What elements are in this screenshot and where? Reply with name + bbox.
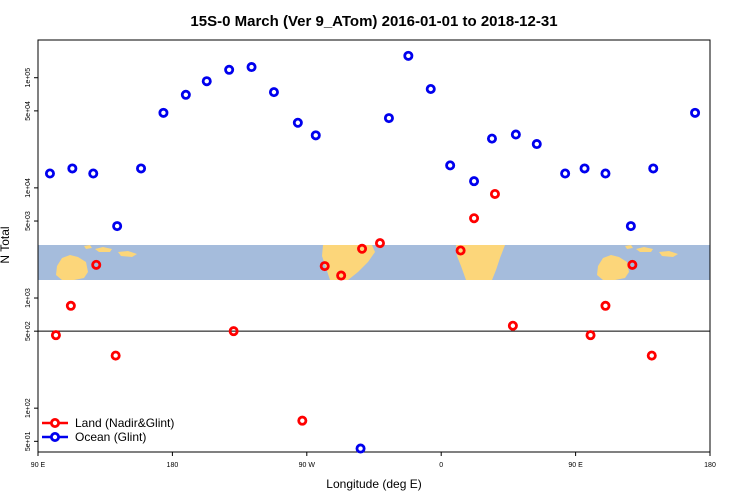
ocean-data-point [690, 107, 701, 118]
y-tick-label: 5e+04 [25, 101, 32, 121]
land-data-point [50, 330, 61, 341]
ocean-data-point [510, 129, 521, 140]
ocean-data-point [224, 64, 235, 75]
ocean-data-point [625, 221, 636, 232]
ocean-data-point [44, 168, 55, 179]
y-tick-label: 5e+02 [25, 321, 32, 341]
map-land-africa [456, 245, 505, 280]
land-data-point [91, 259, 102, 270]
land-data-point [374, 238, 385, 249]
ocean-data-point [469, 176, 480, 187]
legend-label: Ocean (Glint) [75, 430, 146, 444]
land-data-point [297, 415, 308, 426]
x-axis: 90 E 180 90 W 0 90 E 180 [31, 452, 716, 469]
land-data-point [65, 300, 76, 311]
legend: Land (Nadir&Glint)Ocean (Glint) [42, 416, 174, 444]
land-data-point [600, 300, 611, 311]
land-data-point [507, 320, 518, 331]
map-land-islands-right [625, 245, 678, 257]
ocean-data-point [201, 76, 212, 87]
ocean-data-point [268, 87, 279, 98]
y-tick-label: 5e+03 [25, 211, 32, 231]
y-tick-label: 1e+03 [25, 288, 32, 308]
land-data-point [357, 243, 368, 254]
land-data-point [585, 330, 596, 341]
land-data-point [319, 261, 330, 272]
ocean-data-point [383, 113, 394, 124]
x-axis-label: Longitude (deg E) [326, 477, 421, 491]
ocean-data-point [180, 89, 191, 100]
y-tick-label: 1e+02 [25, 398, 32, 418]
ocean-data-point [648, 163, 659, 174]
x-tick-label: 180 [704, 462, 716, 469]
land-data-point [489, 188, 500, 199]
land-data-point [627, 259, 638, 270]
ocean-data-point [560, 168, 571, 179]
legend-marker [50, 417, 61, 428]
y-tick-label: 1e+04 [25, 178, 32, 198]
data-points [44, 50, 701, 454]
map-land-islands-left [84, 245, 137, 257]
x-tick-label: 180 [167, 462, 179, 469]
ocean-data-point [310, 130, 321, 141]
ocean-data-point [355, 443, 366, 454]
ocean-data-point [158, 107, 169, 118]
map-land-australia-left [56, 255, 88, 280]
x-tick-label: 90 E [31, 462, 46, 469]
legend-label: Land (Nadir&Glint) [75, 416, 174, 430]
ocean-data-point [292, 117, 303, 128]
land-data-point [469, 213, 480, 224]
plot-frame [37, 39, 711, 453]
chart-title: 15S-0 March (Ver 9_ATom) 2016-01-01 to 2… [190, 13, 557, 30]
y-tick-label: 1e+05 [25, 68, 32, 88]
land-data-point [646, 350, 657, 361]
ocean-data-point [403, 50, 414, 61]
land-data-point [110, 350, 121, 361]
ocean-data-point [531, 139, 542, 150]
land-data-point [336, 270, 347, 281]
legend-marker [50, 431, 61, 442]
x-tick-label: 90 E [568, 462, 583, 469]
y-axis: 5e+01 1e+02 5e+02 1e+03 5e+03 1e+04 5e+04 1e+05 [25, 68, 38, 451]
x-tick-label: 0 [439, 462, 443, 469]
land-data-point [455, 245, 466, 256]
y-axis-label: N Total [0, 226, 12, 263]
ocean-data-point [445, 160, 456, 171]
y-tick-label: 5e+01 [25, 431, 32, 451]
land-data-point [228, 326, 239, 337]
ocean-data-point [486, 133, 497, 144]
ocean-data-point [112, 221, 123, 232]
ocean-data-point [246, 62, 257, 73]
map-land-australia-right [597, 255, 629, 280]
ocean-data-point [136, 163, 147, 174]
ocean-data-point [579, 163, 590, 174]
ocean-data-point [88, 168, 99, 179]
ocean-data-point [600, 168, 611, 179]
ocean-data-point [425, 83, 436, 94]
ocean-data-point [67, 163, 78, 174]
x-tick-label: 90 W [299, 462, 316, 469]
map-strip [38, 245, 710, 280]
